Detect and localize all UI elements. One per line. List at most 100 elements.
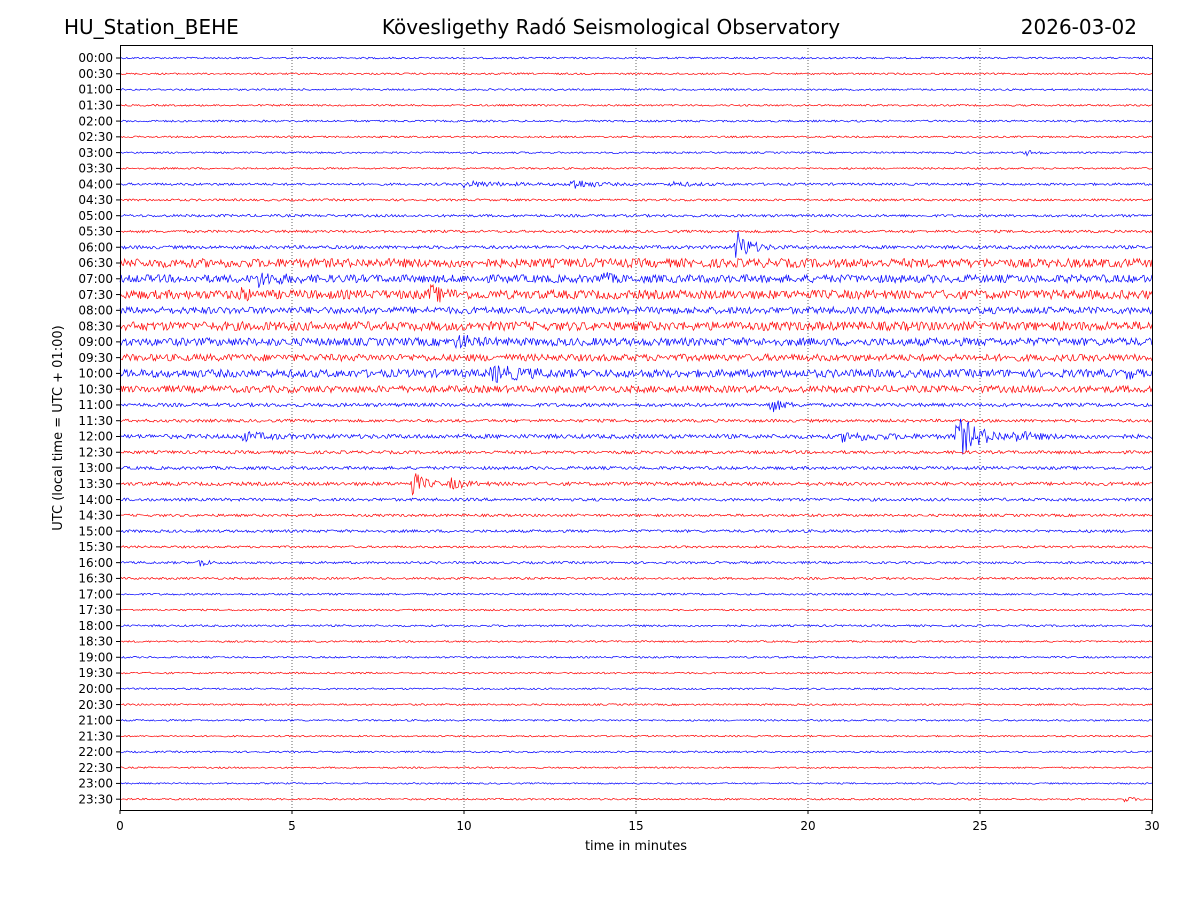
y-tick-label: 17:00 (78, 587, 113, 601)
y-tick-label: 17:30 (78, 603, 113, 617)
y-tick-label: 13:30 (78, 477, 113, 491)
y-tick-label: 14:00 (78, 493, 113, 507)
trace-line (119, 497, 1153, 502)
y-tick-label: 05:00 (78, 209, 113, 223)
y-tick-label: 00:00 (78, 51, 113, 65)
y-tick-label: 06:00 (78, 240, 113, 254)
trace-line (119, 272, 1153, 288)
trace-line (119, 640, 1153, 643)
y-tick-label: 09:00 (78, 335, 113, 349)
x-tick-label: 30 (1144, 819, 1159, 833)
y-tick-label: 12:30 (78, 445, 113, 459)
trace-line (119, 734, 1153, 738)
trace-line (119, 513, 1153, 518)
trace-line (119, 592, 1153, 596)
y-tick-label: 20:00 (78, 682, 113, 696)
y-tick-label: 12:00 (78, 430, 113, 444)
y-tick-label: 20:30 (78, 698, 113, 712)
trace-line (119, 198, 1153, 202)
trace-line (119, 797, 1153, 803)
y-tick-label: 08:00 (78, 304, 113, 318)
y-tick-label: 13:00 (78, 461, 113, 475)
y-tick-label: 10:30 (78, 382, 113, 396)
trace-line (119, 135, 1153, 139)
y-tick-label: 16:00 (78, 556, 113, 570)
trace-line (119, 782, 1153, 785)
trace-line (119, 119, 1153, 123)
y-tick-label: 15:30 (78, 540, 113, 554)
y-tick-label: 10:00 (78, 367, 113, 381)
trace-line (119, 72, 1153, 76)
y-tick-label: 23:30 (78, 792, 113, 806)
trace-line (119, 703, 1153, 707)
y-tick-label: 15:00 (78, 524, 113, 538)
y-tick-label: 14:30 (78, 509, 113, 523)
trace-line (119, 103, 1153, 107)
trace-line (119, 687, 1153, 691)
trace-line (119, 213, 1153, 218)
trace-line (119, 624, 1153, 628)
trace-line (119, 718, 1153, 722)
y-tick-label: 23:00 (78, 777, 113, 791)
trace-line (119, 150, 1153, 157)
trace-line (119, 305, 1153, 316)
x-axis-label: time in minutes (585, 839, 687, 854)
trace-line (119, 418, 1153, 424)
trace-line (119, 473, 1153, 496)
y-tick-label: 01:00 (78, 83, 113, 97)
trace-line (119, 400, 1153, 413)
trace-line (119, 545, 1153, 549)
y-tick-label: 01:30 (78, 99, 113, 113)
trace-line (119, 257, 1153, 269)
y-tick-label: 18:00 (78, 619, 113, 633)
trace-line (119, 352, 1153, 363)
x-tick-label: 5 (288, 819, 296, 833)
y-tick-label: 07:00 (78, 272, 113, 286)
record-date: 2026-03-02 (1020, 15, 1137, 39)
x-axis: 0 5 10 15 20 25 30 (116, 810, 1160, 833)
y-tick-label: 22:00 (78, 745, 113, 759)
x-tick-label: 15 (628, 819, 643, 833)
trace-line (119, 465, 1153, 471)
trace-line (119, 229, 1153, 234)
trace-line (119, 320, 1153, 332)
trace-group (119, 56, 1153, 803)
trace-line (119, 418, 1153, 455)
trace-line (119, 559, 1153, 567)
x-tick-label: 10 (456, 819, 471, 833)
y-tick-label: 18:30 (78, 635, 113, 649)
y-tick-label: 19:00 (78, 650, 113, 664)
trace-line (119, 576, 1153, 581)
y-tick-label: 02:00 (78, 114, 113, 128)
observatory-title: Kövesligethy Radó Seismological Observat… (381, 15, 841, 39)
y-tick-label: 22:30 (78, 761, 113, 775)
y-tick-label: 11:00 (78, 398, 113, 412)
trace-line (119, 655, 1153, 659)
y-tick-label: 19:30 (78, 666, 113, 680)
x-tick-label: 0 (116, 819, 124, 833)
y-tick-label: 00:30 (78, 67, 113, 81)
trace-line (119, 231, 1153, 258)
trace-line (119, 179, 1153, 189)
trace-line (119, 671, 1153, 675)
trace-line (119, 608, 1153, 612)
y-tick-label: 03:30 (78, 162, 113, 176)
trace-line (119, 384, 1153, 394)
y-tick-label: 08:30 (78, 319, 113, 333)
x-tick-label: 20 (800, 819, 815, 833)
y-tick-label: 21:00 (78, 714, 113, 728)
station-name: HU_Station_BEHE (64, 15, 239, 39)
trace-line (119, 365, 1153, 383)
plot-frame (120, 45, 1153, 811)
y-tick-label: 16:30 (78, 572, 113, 586)
trace-line (119, 766, 1153, 769)
y-tick-label: 02:30 (78, 130, 113, 144)
y-tick-label: 04:00 (78, 177, 113, 191)
trace-line (119, 88, 1153, 92)
y-tick-label: 03:00 (78, 146, 113, 160)
trace-line (119, 334, 1153, 350)
gridlines (291, 45, 981, 810)
